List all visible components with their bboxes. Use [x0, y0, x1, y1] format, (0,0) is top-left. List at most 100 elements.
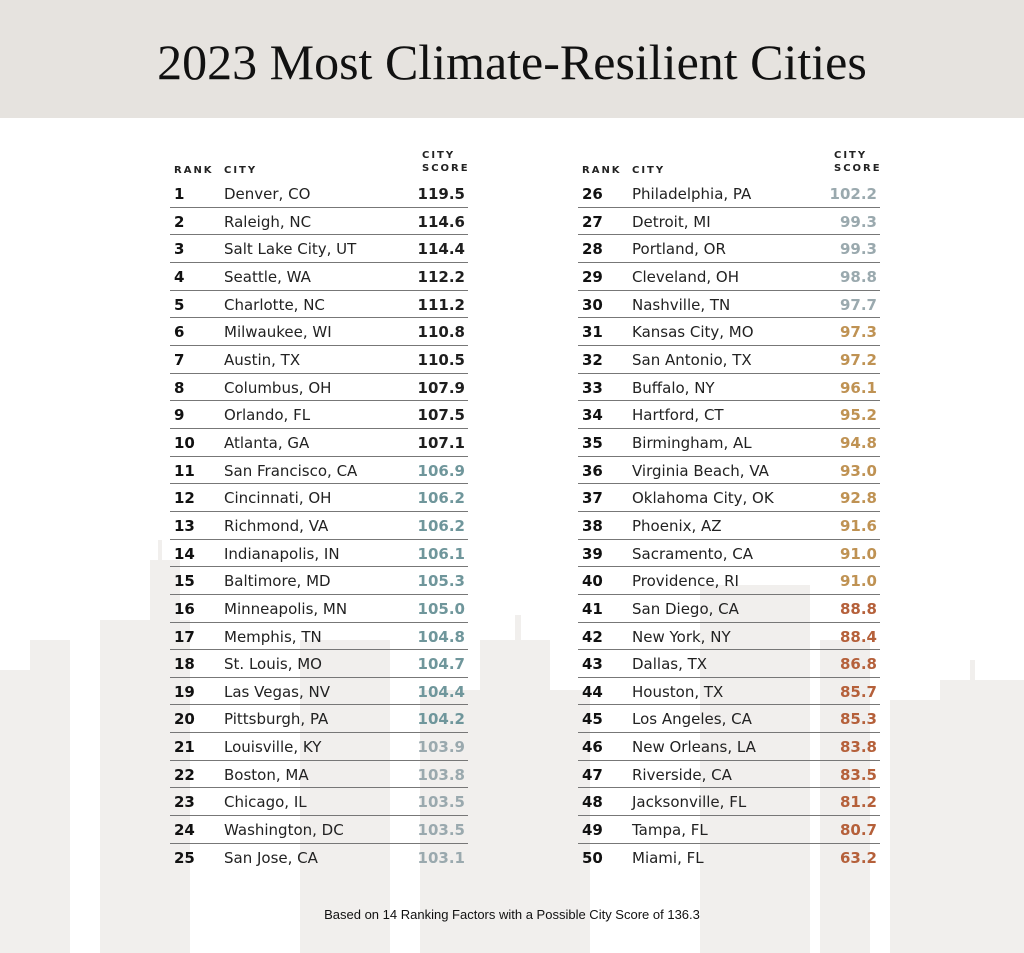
score-cell: 80.7 [839, 821, 877, 840]
rank-cell: 22 [174, 765, 195, 784]
score-cell: 91.0 [839, 572, 877, 591]
table-row: 33 Buffalo, NY 96.1 [578, 374, 880, 402]
score-cell: 95.2 [839, 406, 877, 425]
rank-cell: 24 [174, 821, 195, 840]
score-cell: 85.7 [839, 682, 877, 701]
city-cell: Tampa, FL [632, 821, 708, 840]
rank-cell: 7 [174, 350, 185, 369]
score-cell: 104.7 [417, 655, 465, 674]
score-cell: 107.1 [417, 433, 465, 452]
city-cell: Atlanta, GA [224, 433, 310, 452]
score-cell: 103.5 [417, 793, 465, 812]
table-row: 48 Jacksonville, FL 81.2 [578, 788, 880, 817]
table-row: 23 Chicago, IL 103.5 [170, 788, 468, 817]
table-row: 44 Houston, TX 85.7 [578, 678, 880, 706]
ranking-table-right: RANK CITY CITY SCORE 26 Philadelphia, PA 10… [578, 140, 880, 871]
rank-cell: 18 [174, 655, 195, 674]
rank-cell: 44 [582, 682, 603, 701]
table-row: 46 New Orleans, LA 83.8 [578, 733, 880, 761]
score-cell: 107.5 [417, 406, 465, 425]
table-row: 27 Detroit, MI 99.3 [578, 208, 880, 236]
page-title: 2023 Most Climate-Resilient Cities [157, 34, 867, 90]
score-cell: 104.4 [417, 682, 465, 701]
table-body: 26 Philadelphia, PA 102.2 27 Detroit, MI 99.3… [578, 180, 880, 871]
score-cell: 114.6 [417, 212, 465, 231]
score-cell: 97.7 [839, 295, 877, 314]
rank-cell: 46 [582, 738, 603, 757]
score-cell: 102.2 [829, 185, 877, 203]
city-cell: St. Louis, MO [224, 655, 322, 674]
table-row: 16 Minneapolis, MN 105.0 [170, 595, 468, 623]
table-row: 42 New York, NY 88.4 [578, 623, 880, 651]
table-row: 24 Washington, DC 103.5 [170, 816, 468, 844]
rank-cell: 21 [174, 738, 195, 757]
score-cell: 92.8 [839, 489, 877, 508]
score-cell: 85.3 [839, 710, 877, 729]
rank-cell: 26 [582, 185, 603, 203]
table-row: 36 Virginia Beach, VA 93.0 [578, 457, 880, 485]
table-row: 22 Boston, MA 103.8 [170, 761, 468, 789]
score-cell: 106.2 [417, 516, 465, 535]
city-cell: Houston, TX [632, 682, 724, 701]
city-cell: San Jose, CA [224, 848, 318, 867]
rank-cell: 15 [174, 572, 195, 591]
city-cell: Cincinnati, OH [224, 489, 332, 508]
rank-cell: 32 [582, 350, 603, 369]
rank-cell: 45 [582, 710, 603, 729]
score-cell: 99.3 [839, 240, 877, 259]
rank-cell: 2 [174, 212, 185, 231]
city-cell: Memphis, TN [224, 627, 322, 646]
city-cell: Phoenix, AZ [632, 516, 722, 535]
city-cell: Cleveland, OH [632, 267, 739, 286]
rank-cell: 36 [582, 461, 603, 480]
score-cell: 104.2 [417, 710, 465, 729]
table-row: 6 Milwaukee, WI 110.8 [170, 318, 468, 346]
rank-cell: 14 [174, 544, 195, 563]
header-score-line1: CITY [422, 150, 456, 161]
city-cell: Providence, RI [632, 572, 739, 591]
table-header: RANK CITY CITY SCORE [170, 140, 468, 180]
city-cell: San Diego, CA [632, 599, 739, 618]
table-row: 3 Salt Lake City, UT 114.4 [170, 235, 468, 263]
score-cell: 86.8 [839, 655, 877, 674]
city-cell: Orlando, FL [224, 406, 311, 425]
score-cell: 93.0 [839, 461, 877, 480]
rank-cell: 5 [174, 295, 185, 314]
score-cell: 112.2 [417, 267, 465, 286]
city-cell: Chicago, IL [224, 793, 307, 812]
city-cell: Philadelphia, PA [632, 185, 752, 203]
city-cell: Boston, MA [224, 765, 309, 784]
table-row: 25 San Jose, CA 103.1 [170, 844, 468, 872]
city-cell: Buffalo, NY [632, 378, 715, 397]
city-cell: Indianapolis, IN [224, 544, 340, 563]
table-row: 2 Raleigh, NC 114.6 [170, 208, 468, 236]
table-row: 8 Columbus, OH 107.9 [170, 374, 468, 402]
rank-cell: 23 [174, 793, 195, 812]
city-cell: Baltimore, MD [224, 572, 331, 591]
city-cell: Nashville, TN [632, 295, 731, 314]
header-city: CITY [632, 165, 666, 176]
table-row: 1 Denver, CO 119.5 [170, 180, 468, 208]
rank-cell: 11 [174, 461, 195, 480]
rank-cell: 29 [582, 267, 603, 286]
score-cell: 106.9 [417, 461, 465, 480]
rank-cell: 42 [582, 627, 603, 646]
city-cell: Raleigh, NC [224, 212, 312, 231]
rank-cell: 19 [174, 682, 195, 701]
rank-cell: 33 [582, 378, 603, 397]
table-row: 32 San Antonio, TX 97.2 [578, 346, 880, 374]
header-city: CITY [224, 165, 258, 176]
score-cell: 110.8 [417, 323, 465, 342]
table-row: 26 Philadelphia, PA 102.2 [578, 180, 880, 208]
ranking-table-left: RANK CITY CITY SCORE 1 Denver, CO 119.5 2 Ral… [170, 140, 468, 871]
score-cell: 91.0 [839, 544, 877, 563]
score-cell: 97.2 [839, 350, 877, 369]
table-body: 1 Denver, CO 119.5 2 Raleigh, NC 114.6 3 Salt L… [170, 180, 468, 871]
rank-cell: 13 [174, 516, 195, 535]
score-cell: 107.9 [417, 378, 465, 397]
score-cell: 105.3 [417, 572, 465, 591]
header-score: CITY SCORE [834, 149, 880, 175]
city-cell: Pittsburgh, PA [224, 710, 329, 729]
table-row: 14 Indianapolis, IN 106.1 [170, 540, 468, 568]
